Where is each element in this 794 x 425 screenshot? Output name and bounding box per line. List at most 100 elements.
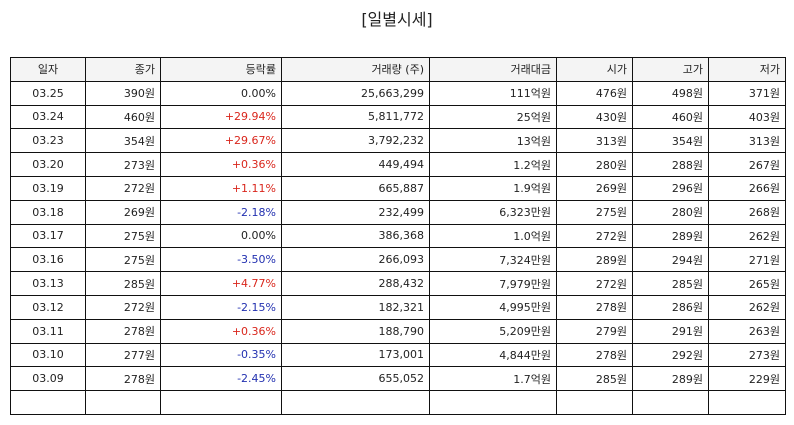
cell-change: 0.00% bbox=[160, 80, 282, 106]
cell-volume: 188,790 bbox=[281, 318, 430, 344]
cell-open: 275원 bbox=[556, 199, 633, 225]
cell-volume: 3,792,232 bbox=[281, 128, 430, 154]
cell-close: 272원 bbox=[85, 175, 161, 201]
cell-empty bbox=[10, 390, 86, 415]
daily-price-table: 일자 종가 등락률 거래량 (주) 거래대금 시가 고가 저가 03.25 390… bbox=[10, 57, 786, 415]
cell-empty bbox=[160, 390, 282, 415]
column-header-open: 시가 bbox=[556, 57, 633, 82]
cell-low: 262원 bbox=[708, 223, 786, 249]
cell-change: -2.15% bbox=[160, 294, 282, 320]
cell-low: 271원 bbox=[708, 247, 786, 273]
table-row: 03.10 277원 -0.35% 173,001 4,844만원 278원 292원 273… bbox=[10, 342, 786, 368]
cell-amount: 1.9억원 bbox=[429, 175, 557, 201]
column-header-change: 등락률 bbox=[160, 57, 282, 82]
cell-empty bbox=[281, 390, 430, 415]
cell-amount: 111억원 bbox=[429, 80, 557, 106]
cell-volume: 386,368 bbox=[281, 223, 430, 249]
cell-change: +0.36% bbox=[160, 318, 282, 344]
cell-volume: 655,052 bbox=[281, 366, 430, 392]
cell-open: 278원 bbox=[556, 342, 633, 368]
cell-amount: 7,979만원 bbox=[429, 271, 557, 296]
cell-high: 498원 bbox=[632, 80, 709, 106]
cell-date: 03.24 bbox=[10, 104, 86, 130]
cell-volume: 665,887 bbox=[281, 175, 430, 201]
column-header-date: 일자 bbox=[10, 57, 86, 82]
cell-volume: 173,001 bbox=[281, 342, 430, 368]
cell-empty bbox=[85, 390, 161, 415]
cell-open: 476원 bbox=[556, 80, 633, 106]
cell-date: 03.19 bbox=[10, 175, 86, 201]
column-header-volume: 거래량 (주) bbox=[281, 57, 430, 82]
cell-date: 03.12 bbox=[10, 294, 86, 320]
table-row: 03.18 269원 -2.18% 232,499 6,323만원 275원 280원 268… bbox=[10, 199, 786, 225]
cell-change: +0.36% bbox=[160, 152, 282, 177]
column-header-amount: 거래대금 bbox=[429, 57, 557, 82]
cell-change: +29.94% bbox=[160, 104, 282, 130]
cell-close: 275원 bbox=[85, 247, 161, 273]
cell-empty bbox=[708, 390, 786, 415]
cell-close: 390원 bbox=[85, 80, 161, 106]
cell-close: 354원 bbox=[85, 128, 161, 154]
cell-volume: 25,663,299 bbox=[281, 80, 430, 106]
cell-amount: 5,209만원 bbox=[429, 318, 557, 344]
cell-amount: 6,323만원 bbox=[429, 199, 557, 225]
cell-high: 296원 bbox=[632, 175, 709, 201]
cell-empty bbox=[632, 390, 709, 415]
cell-close: 278원 bbox=[85, 366, 161, 392]
cell-change: 0.00% bbox=[160, 223, 282, 249]
cell-open: 289원 bbox=[556, 247, 633, 273]
cell-amount: 1.0억원 bbox=[429, 223, 557, 249]
cell-high: 280원 bbox=[632, 199, 709, 225]
cell-high: 292원 bbox=[632, 342, 709, 368]
table-row: 03.25 390원 0.00% 25,663,299 111억원 476원 498원 371… bbox=[10, 80, 786, 106]
cell-close: 273원 bbox=[85, 152, 161, 177]
cell-change: -2.18% bbox=[160, 199, 282, 225]
cell-open: 269원 bbox=[556, 175, 633, 201]
page-title: [일별시세] bbox=[361, 10, 433, 29]
cell-amount: 1.7억원 bbox=[429, 366, 557, 392]
cell-date: 03.16 bbox=[10, 247, 86, 273]
cell-change: +4.77% bbox=[160, 271, 282, 296]
cell-date: 03.11 bbox=[10, 318, 86, 344]
table-row: 03.23 354원 +29.67% 3,792,232 13억원 313원 354원 313… bbox=[10, 128, 786, 154]
cell-low: 265원 bbox=[708, 271, 786, 296]
cell-open: 279원 bbox=[556, 318, 633, 344]
cell-change: +29.67% bbox=[160, 128, 282, 154]
cell-open: 280원 bbox=[556, 152, 633, 177]
cell-amount: 1.2억원 bbox=[429, 152, 557, 177]
cell-low: 313원 bbox=[708, 128, 786, 154]
cell-volume: 5,811,772 bbox=[281, 104, 430, 130]
cell-close: 275원 bbox=[85, 223, 161, 249]
cell-close: 285원 bbox=[85, 271, 161, 296]
cell-high: 285원 bbox=[632, 271, 709, 296]
cell-date: 03.10 bbox=[10, 342, 86, 368]
cell-date: 03.17 bbox=[10, 223, 86, 249]
cell-date: 03.25 bbox=[10, 80, 86, 106]
table-row: 03.20 273원 +0.36% 449,494 1.2억원 280원 288원 267원 bbox=[10, 152, 786, 177]
cell-change: -2.45% bbox=[160, 366, 282, 392]
cell-high: 286원 bbox=[632, 294, 709, 320]
column-header-close: 종가 bbox=[85, 57, 161, 82]
table-row: 03.09 278원 -2.45% 655,052 1.7억원 285원 289원 229원 bbox=[10, 366, 786, 392]
table-row: 03.17 275원 0.00% 386,368 1.0억원 272원 289원 262원 bbox=[10, 223, 786, 249]
cell-empty bbox=[429, 390, 557, 415]
table-row: 03.19 272원 +1.11% 665,887 1.9억원 269원 296원 266원 bbox=[10, 175, 786, 201]
cell-high: 460원 bbox=[632, 104, 709, 130]
cell-low: 371원 bbox=[708, 80, 786, 106]
cell-low: 273원 bbox=[708, 342, 786, 368]
cell-amount: 7,324만원 bbox=[429, 247, 557, 273]
table-row: 03.11 278원 +0.36% 188,790 5,209만원 279원 291원 263… bbox=[10, 318, 786, 344]
cell-high: 291원 bbox=[632, 318, 709, 344]
cell-empty bbox=[556, 390, 633, 415]
cell-high: 289원 bbox=[632, 366, 709, 392]
table-row: 03.13 285원 +4.77% 288,432 7,979만원 272원 285원 265… bbox=[10, 271, 786, 296]
cell-close: 278원 bbox=[85, 318, 161, 344]
cell-amount: 4,844만원 bbox=[429, 342, 557, 368]
cell-date: 03.09 bbox=[10, 366, 86, 392]
cell-low: 403원 bbox=[708, 104, 786, 130]
cell-volume: 288,432 bbox=[281, 271, 430, 296]
cell-volume: 182,321 bbox=[281, 294, 430, 320]
cell-low: 229원 bbox=[708, 366, 786, 392]
cell-high: 288원 bbox=[632, 152, 709, 177]
cell-low: 267원 bbox=[708, 152, 786, 177]
